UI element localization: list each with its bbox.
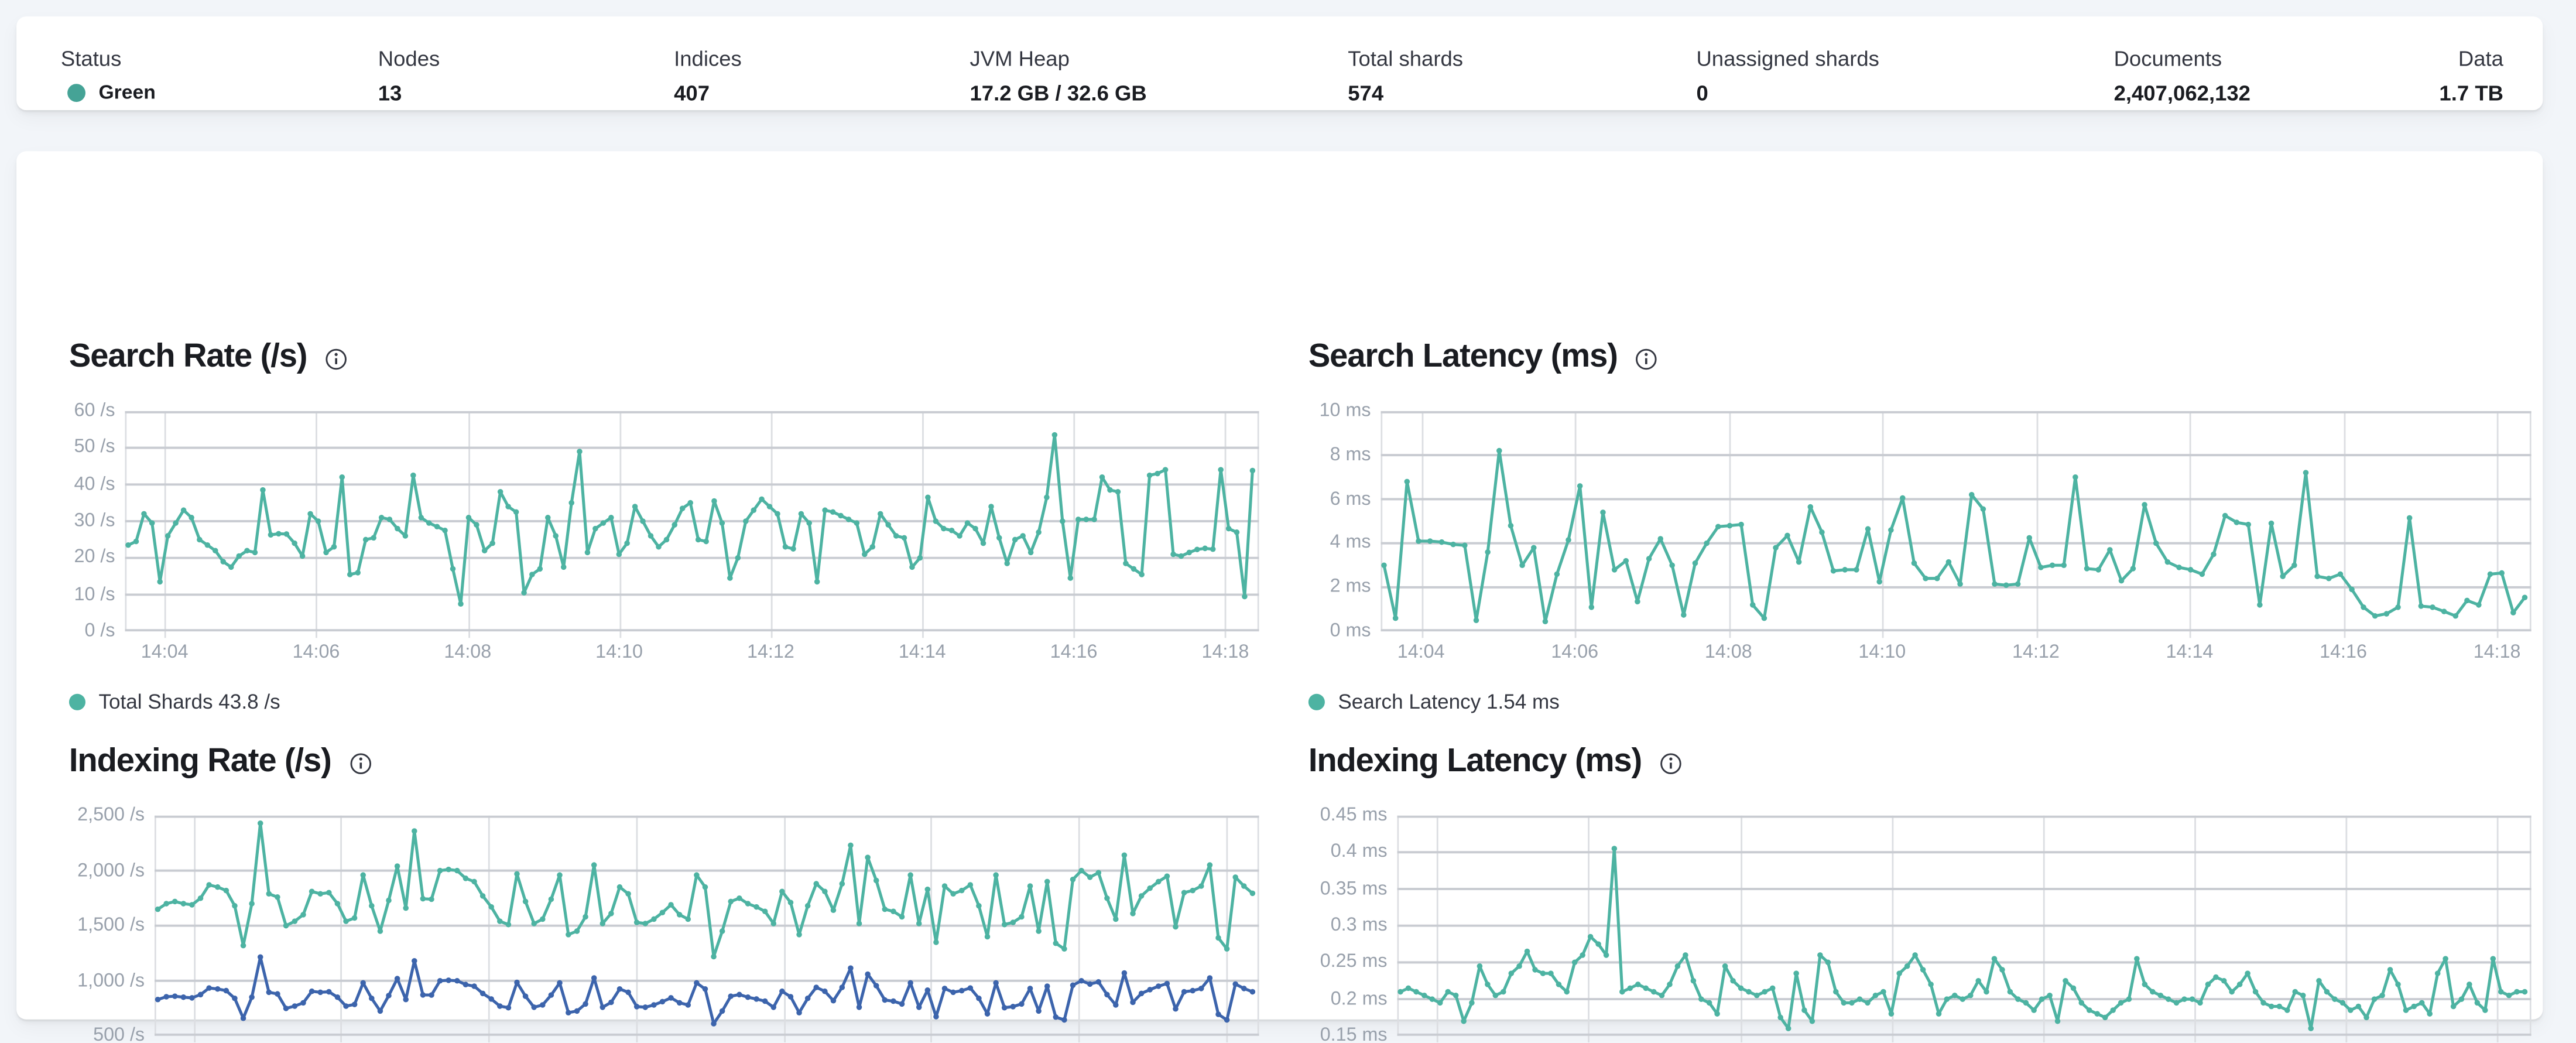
stat-unassigned-shards: Unassigned shards 0: [1696, 47, 1879, 105]
metrics-panel: Search Rate (/s) 60 /s 50 /s 40 /s 30 /s 20 …: [16, 151, 2543, 1043]
y-tick-label: 2 ms: [1330, 577, 1371, 597]
x-tick-label: 14:16: [2320, 642, 2367, 663]
status-green-dot-icon: [67, 83, 85, 101]
y-tick-label: 10 ms: [1319, 401, 1371, 421]
stat-value: 17.2 GB / 32.6 GB: [970, 80, 1147, 105]
legend-dot-icon: [68, 693, 85, 710]
stat-total-shards: Total shards 574: [1348, 47, 1463, 105]
legend-item[interactable]: Search Latency 1.54 ms: [1308, 690, 1560, 713]
x-tick-label: 14:06: [1551, 642, 1599, 663]
y-tick-label: 0.3 ms: [1330, 915, 1388, 936]
y-tick-label: 0.15 ms: [1320, 1025, 1388, 1043]
y-tick-label: 0 /s: [84, 621, 115, 641]
stat-value: 0: [1696, 80, 1708, 105]
y-axis: 60 /s 50 /s 40 /s 30 /s 20 /s 10 /s 0 /s: [69, 401, 125, 641]
stat-value: 1.7 TB: [2439, 80, 2503, 105]
stat-jvm-heap: JVM Heap 17.2 GB / 32.6 GB: [970, 47, 1146, 105]
stat-indices: Indices 407: [674, 47, 742, 105]
plot-area[interactable]: 14:04 14:06 14:08 14:10 14:12 14:14 14:16 14:18: [1381, 411, 2532, 673]
stat-documents: Documents 2,407,062,132: [2114, 47, 2250, 105]
stat-value: 13: [378, 80, 402, 105]
stat-status: Status Green: [60, 46, 156, 104]
stat-label: Nodes: [378, 46, 440, 71]
y-tick-label: 0.2 ms: [1330, 989, 1388, 1009]
stat-label: Unassigned shards: [1696, 46, 1879, 71]
x-tick-label: 14:18: [2473, 642, 2521, 663]
chart-title: Indexing Rate (/s): [68, 743, 332, 779]
stat-label: Data: [2458, 46, 2503, 71]
legend-label: Search Latency 1.54 ms: [1338, 690, 1560, 714]
y-tick-label: 0.25 ms: [1320, 952, 1388, 973]
chart-indexing-latency: Indexing Latency (ms) 0.45 ms 0.4 ms 0.35 …: [1308, 740, 2532, 1043]
x-tick-label: 14:04: [141, 642, 189, 663]
legend-dot-icon: [1308, 693, 1325, 710]
chart-search-rate: Search Rate (/s) 60 /s 50 /s 40 /s 30 /s 20 …: [68, 336, 1259, 714]
y-tick-label: 1,500 /s: [77, 915, 145, 936]
chart-indexing-rate: Indexing Rate (/s) 2,500 /s 2,000 /s 1,500…: [69, 740, 1259, 1043]
x-tick-label: 14:18: [1201, 642, 1249, 663]
chart-title: Search Latency (ms): [1308, 338, 1618, 375]
stat-label: Documents: [2113, 46, 2222, 71]
y-tick-label: 50 /s: [74, 437, 115, 458]
stat-label: Indices: [674, 46, 742, 71]
stat-value: 2,407,062,132: [2113, 80, 2250, 105]
y-tick-label: 20 /s: [74, 548, 115, 568]
y-tick-label: 2,000 /s: [77, 860, 145, 881]
x-tick-label: 14:08: [1704, 642, 1752, 663]
y-axis: 0.45 ms 0.4 ms 0.35 ms 0.3 ms 0.25 ms 0.2 ms 0…: [1308, 806, 1397, 1043]
y-tick-label: 40 /s: [74, 474, 115, 495]
stat-label: Total shards: [1348, 46, 1464, 71]
x-tick-label: 14:16: [1050, 642, 1098, 663]
y-tick-label: 60 /s: [74, 401, 115, 421]
legend-item[interactable]: Total Shards 43.8 /s: [68, 690, 280, 714]
stat-value: Green: [98, 80, 156, 104]
y-tick-label: 6 ms: [1330, 489, 1371, 509]
y-tick-label: 10 /s: [74, 584, 115, 605]
stat-value: 407: [674, 80, 710, 105]
y-tick-label: 30 /s: [74, 511, 115, 531]
stat-nodes: Nodes 13: [378, 47, 440, 105]
cluster-status-bar: Status Green Nodes 13 Indices 407 JVM He…: [16, 16, 2543, 111]
x-tick-label: 14:14: [898, 642, 946, 663]
y-tick-label: 8 ms: [1330, 445, 1371, 465]
info-icon[interactable]: [1658, 751, 1683, 775]
stat-label: JVM Heap: [970, 46, 1070, 71]
info-icon[interactable]: [348, 751, 372, 775]
chart-title: Search Rate (/s): [68, 338, 308, 375]
x-tick-label: 14:08: [444, 642, 492, 663]
chart-search-latency: Search Latency (ms) 10 ms 8 ms 6 ms 4 ms 2 m…: [1308, 336, 2532, 713]
y-axis: 2,500 /s 2,000 /s 1,500 /s 1,000 /s 500 /s: [69, 806, 155, 1043]
y-tick-label: 500 /s: [93, 1025, 145, 1043]
stat-data-size: Data 1.7 TB: [2439, 47, 2503, 105]
y-axis: 10 ms 8 ms 6 ms 4 ms 2 ms 0 ms: [1308, 401, 1381, 641]
y-tick-label: 1,000 /s: [77, 970, 145, 991]
stat-value: 574: [1348, 80, 1384, 105]
y-tick-label: 4 ms: [1330, 533, 1371, 553]
chart-legend: Search Latency 1.54 ms: [1308, 690, 2532, 713]
info-icon[interactable]: [323, 346, 348, 371]
x-tick-label: 14:14: [2166, 642, 2214, 663]
info-icon[interactable]: [1634, 346, 1659, 371]
y-tick-label: 2,500 /s: [77, 805, 145, 826]
stat-label: Status: [60, 46, 122, 71]
x-tick-label: 14:06: [292, 642, 340, 663]
plot-area[interactable]: 14:04 14:06 14:08 14:10 14:12 14:14 14:16 14:18: [125, 411, 1259, 672]
y-tick-label: 0 ms: [1330, 621, 1371, 641]
y-tick-label: 0.4 ms: [1330, 842, 1388, 863]
chart-legend: Total Shards 43.8 /s: [68, 690, 1259, 714]
chart-title: Indexing Latency (ms): [1308, 743, 1642, 779]
x-tick-label: 14:12: [747, 642, 794, 663]
x-tick-label: 14:10: [595, 642, 643, 663]
x-tick-label: 14:04: [1397, 642, 1445, 663]
legend-label: Total Shards 43.8 /s: [98, 690, 280, 714]
y-tick-label: 0.35 ms: [1320, 879, 1388, 899]
x-tick-label: 14:12: [2012, 642, 2060, 663]
y-tick-label: 0.45 ms: [1320, 805, 1388, 826]
x-axis: 14:04 14:06 14:08 14:10 14:12 14:14 14:16 14:18: [125, 643, 1259, 673]
x-tick-label: 14:10: [1858, 642, 1906, 663]
x-axis: 14:04 14:06 14:08 14:10 14:12 14:14 14:16 14:18: [1381, 643, 2531, 673]
